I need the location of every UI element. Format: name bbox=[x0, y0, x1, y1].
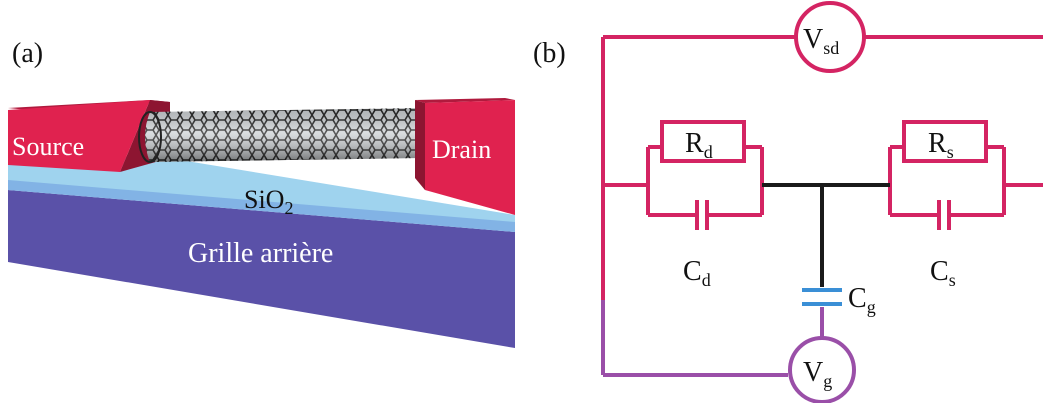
panel-b: (b) bbox=[533, 1, 1043, 403]
gate-capacitor bbox=[802, 288, 842, 306]
drain-label: Drain bbox=[432, 135, 491, 164]
gate-wiring bbox=[601, 300, 856, 403]
source-contact-face bbox=[8, 100, 150, 172]
cg-label: Cg bbox=[848, 283, 876, 317]
back-gate-layer bbox=[8, 190, 515, 348]
vsd-label: Vsd bbox=[803, 24, 839, 58]
source-drain-wiring bbox=[601, 1, 1043, 300]
oxide-label: SiO2 bbox=[244, 185, 293, 218]
drain-contact: Drain bbox=[415, 98, 515, 215]
island-node-wiring bbox=[762, 183, 890, 287]
panel-a-label: (a) bbox=[12, 38, 43, 69]
drain-contact-face bbox=[425, 100, 515, 215]
oxide-front-edge bbox=[8, 180, 515, 232]
carbon-nanotube bbox=[138, 108, 424, 163]
rs-label: Rs bbox=[928, 128, 954, 162]
drain-contact-side bbox=[415, 100, 425, 190]
panel-b-label: (b) bbox=[533, 38, 566, 69]
cs-label: Cs bbox=[930, 256, 956, 290]
rd-label: Rd bbox=[685, 128, 713, 162]
source-label: Source bbox=[12, 132, 84, 161]
cd-label: Cd bbox=[683, 256, 711, 290]
back-gate-label: Grille arrière bbox=[188, 238, 333, 269]
panel-a: (a) Source bbox=[8, 38, 515, 348]
drain-contact-top bbox=[415, 98, 515, 103]
vg-label: Vg bbox=[803, 357, 832, 391]
